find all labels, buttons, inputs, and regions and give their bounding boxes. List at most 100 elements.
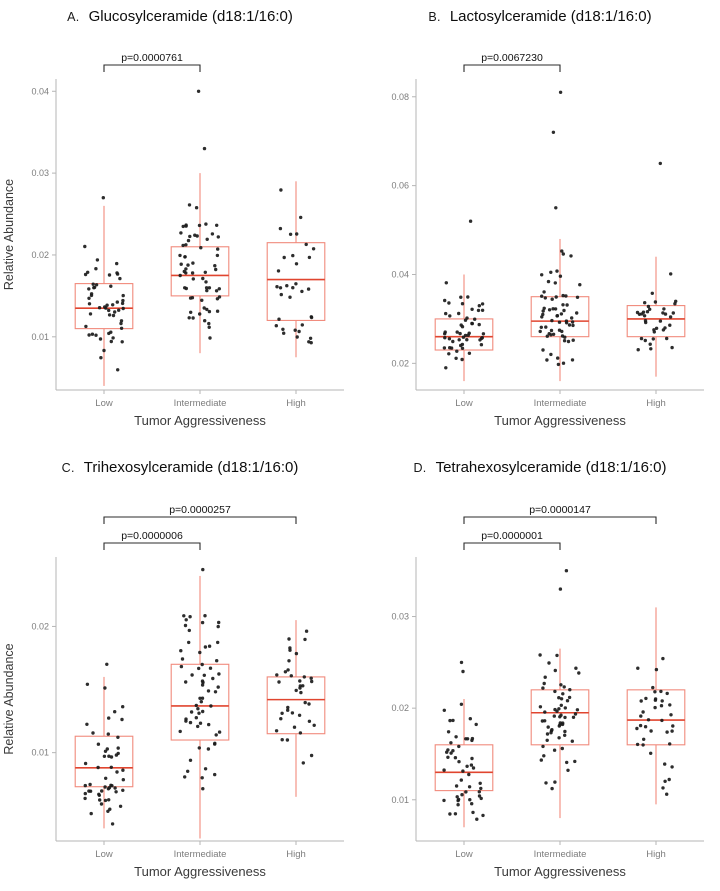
outlier-point — [101, 196, 106, 200]
outlier-point — [558, 587, 563, 591]
svg-text:Intermediate: Intermediate — [534, 398, 587, 409]
panel-c-title: Trihexosylceramide (d18:1/16:0) — [83, 459, 299, 476]
box-group-high — [266, 620, 326, 797]
p-value-label: p=0.0000147 — [529, 504, 591, 516]
box-group-low — [434, 219, 494, 382]
jitter-points-high — [635, 161, 678, 352]
outlier-point — [105, 662, 109, 666]
x-axis-title: Tumor Aggressiveness — [494, 413, 626, 428]
outlier-point — [558, 90, 563, 94]
outlier-point — [202, 146, 207, 151]
panel-a: A. Glucosylceramide (d18:1/16:0) 0.01 0.0… — [0, 0, 360, 440]
box-group-high — [626, 607, 686, 805]
svg-text:0.03: 0.03 — [31, 168, 49, 178]
p-value-label: p=0.0067230 — [481, 52, 543, 64]
svg-text:Intermediate: Intermediate — [174, 849, 227, 860]
significance-bracket: p=0.0000006 — [103, 530, 201, 550]
outlier-point — [459, 660, 464, 665]
jitter-points-low — [442, 219, 486, 370]
panel-a-label: A. — [67, 10, 80, 24]
box-group-intermediate — [170, 89, 230, 354]
svg-text:0.08: 0.08 — [391, 92, 409, 102]
boxplot-chart-trihexosylceramide: 0.01 0.02 Low Intermediate High Tumor Aggress… — [2, 504, 344, 879]
significance-bracket: p=0.0000257 — [103, 504, 297, 524]
panel-c: C. Trihexosylceramide (d18:1/16:0) 0.01 0… — [0, 451, 360, 891]
outlier-point — [658, 161, 662, 166]
jitter-points-low — [83, 196, 125, 372]
outlier-point — [554, 206, 558, 210]
svg-text:0.03: 0.03 — [391, 612, 409, 622]
svg-text:0.01: 0.01 — [391, 795, 409, 805]
panel-a-header: A. Glucosylceramide (d18:1/16:0) — [0, 0, 360, 38]
y-axis-ticks: 0.01 0.02 0.03 — [391, 612, 416, 805]
p-value-label: p=0.0000006 — [121, 530, 183, 542]
panel-b-label: B. — [428, 10, 441, 24]
outlier-point — [551, 130, 556, 134]
svg-text:Intermediate: Intermediate — [174, 398, 227, 409]
x-axis-title: Tumor Aggressiveness — [494, 864, 626, 879]
svg-text:High: High — [286, 398, 306, 409]
jitter-points-intermediate — [178, 567, 222, 791]
x-axis-title: Tumor Aggressiveness — [134, 413, 266, 428]
panel-b-title: Lactosylceramide (d18:1/16:0) — [449, 8, 652, 25]
jitter-points-intermediate — [178, 89, 222, 340]
svg-text:0.01: 0.01 — [31, 332, 49, 342]
jitter-points-low — [442, 660, 485, 821]
outlier-point — [468, 219, 473, 223]
x-axis-title: Tumor Aggressiveness — [134, 864, 266, 879]
outlier-point — [564, 569, 569, 573]
svg-text:High: High — [286, 849, 306, 860]
svg-text:0.04: 0.04 — [31, 86, 49, 96]
box-group-high — [626, 161, 686, 377]
panel-c-label: C. — [61, 461, 75, 475]
y-axis-ticks: 0.01 0.02 0.03 0.04 — [31, 86, 56, 342]
box-group-low — [434, 660, 494, 828]
svg-text:0.02: 0.02 — [391, 358, 409, 368]
x-axis-ticks: Low Intermediate High — [455, 390, 666, 409]
significance-bracket: p=0.0000761 — [103, 52, 201, 72]
significance-bracket: p=0.0000001 — [463, 530, 561, 550]
panel-d-header: D. Tetrahexosylceramide (d18:1/16:0) — [360, 451, 720, 489]
y-axis-title: Relative Abundance — [2, 643, 16, 754]
box-group-high — [266, 181, 326, 358]
svg-text:Low: Low — [95, 849, 113, 860]
jitter-points-high — [274, 629, 316, 765]
p-value-label: p=0.0000001 — [481, 530, 543, 542]
svg-text:0.02: 0.02 — [391, 703, 409, 713]
svg-text:0.06: 0.06 — [391, 181, 409, 191]
jitter-points-high — [274, 188, 316, 345]
significance-bracket: p=0.0000147 — [463, 504, 657, 524]
panel-b: B. Lactosylceramide (d18:1/16:0) 0.02 0.0… — [360, 0, 720, 440]
svg-text:0.01: 0.01 — [31, 748, 49, 758]
p-value-label: p=0.0000257 — [169, 504, 231, 516]
y-axis-ticks: 0.02 0.04 0.06 0.08 — [391, 92, 416, 368]
significance-bracket: p=0.0067230 — [463, 52, 561, 72]
svg-text:Intermediate: Intermediate — [534, 849, 587, 860]
outlier-point — [201, 567, 205, 572]
p-value-label: p=0.0000761 — [121, 52, 183, 64]
panel-d: D. Tetrahexosylceramide (d18:1/16:0) 0.0… — [360, 451, 720, 891]
svg-text:0.02: 0.02 — [31, 621, 49, 631]
boxplot-chart-lactosylceramide: 0.02 0.04 0.06 0.08 Low Intermediate High Tumor… — [391, 52, 704, 428]
svg-text:0.04: 0.04 — [391, 269, 409, 279]
svg-text:Low: Low — [95, 398, 113, 409]
x-axis-ticks: Low Intermediate High — [95, 390, 306, 409]
box-group-low — [74, 196, 134, 386]
svg-text:High: High — [646, 398, 666, 409]
box-group-intermediate — [530, 90, 590, 382]
svg-text:Low: Low — [455, 849, 473, 860]
panel-d-label: D. — [413, 461, 427, 475]
y-axis-ticks: 0.01 0.02 — [31, 621, 56, 758]
jitter-points-intermediate — [538, 90, 582, 367]
panel-b-header: B. Lactosylceramide (d18:1/16:0) — [360, 0, 720, 38]
svg-text:Low: Low — [455, 398, 473, 409]
jitter-points-high — [635, 656, 675, 796]
jitter-points-intermediate — [538, 569, 581, 791]
svg-text:0.02: 0.02 — [31, 250, 49, 260]
box-group-intermediate — [530, 569, 590, 819]
x-axis-ticks: Low Intermediate High — [455, 841, 666, 860]
outlier-point — [461, 669, 465, 674]
x-axis-ticks: Low Intermediate High — [95, 841, 306, 860]
boxplot-chart-tetrahexosylceramide: 0.01 0.02 0.03 Low Intermediate High Tumor Agg… — [391, 504, 704, 879]
